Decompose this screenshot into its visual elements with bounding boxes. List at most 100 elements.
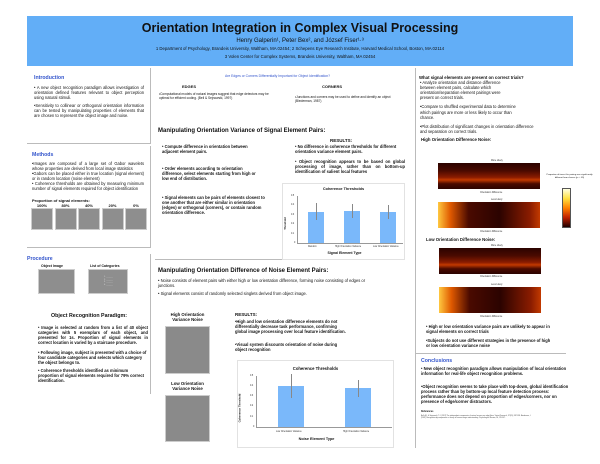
methods-p1: •Images are composed of a large set of G… bbox=[32, 161, 144, 172]
procedure-p1: • Image is selected at random from a lis… bbox=[38, 325, 148, 346]
procedure-p2: • Following image, subject is presented … bbox=[38, 350, 147, 366]
heatmap-label: More Likely bbox=[491, 160, 503, 162]
conclusions-p2: •Object recognition seems to take place … bbox=[421, 384, 569, 405]
variance-section: Manipulating Orientation Variance of Sig… bbox=[155, 118, 405, 260]
heatmap-label: Less Likely bbox=[491, 199, 503, 201]
proportion-80: 80% bbox=[54, 203, 77, 230]
procedure-title: Procedure bbox=[27, 256, 53, 262]
proportion-100: 100% bbox=[31, 203, 53, 230]
noise-r2: •Visual system discounts orientation of … bbox=[235, 342, 338, 353]
introduction-title: Introduction bbox=[34, 75, 65, 81]
edges-text: •Computational models of natural images … bbox=[159, 92, 269, 100]
edges-corners-question: Are Edges or Corners Differentially Impo… bbox=[224, 74, 331, 78]
chart-title: Coherence Thresholds bbox=[322, 187, 365, 191]
noise-results-title: RESULTS: bbox=[235, 312, 258, 317]
low-noise-label: Low Orientation Variance Noise bbox=[171, 381, 204, 392]
affiliation-2: 3 Volen Center for Complex Systems, Bran… bbox=[224, 54, 376, 59]
introduction-p1: • A new object recognition paradigm allo… bbox=[34, 85, 144, 101]
methods-panel: Methods •Images are composed of a large … bbox=[27, 146, 151, 248]
heatmap-low-more-likely bbox=[439, 248, 541, 274]
error-bar bbox=[388, 205, 389, 219]
proportion-20: 20% bbox=[101, 203, 124, 230]
coherence-chart-signal: Coherence Thresholds Threshold 0.5 0.4 0… bbox=[282, 183, 405, 260]
right-r2: •Subjects do not use different strategie… bbox=[426, 338, 551, 349]
object-image-label: Object Image bbox=[41, 264, 63, 268]
stimulus-thumbnail bbox=[101, 207, 124, 230]
conclusions-p1: • New object recognition paradigm allows… bbox=[421, 366, 567, 377]
right-p2: •Compare to shuffled experimental data t… bbox=[420, 104, 516, 120]
noise-section: Manipulating Orientation Difference of N… bbox=[155, 262, 405, 452]
y-axis-label: Threshold bbox=[283, 217, 287, 230]
x-axis-label: Noise Element Type bbox=[298, 437, 335, 441]
right-p3: •Plot distribution of significant change… bbox=[420, 123, 534, 134]
error-bar bbox=[358, 380, 359, 397]
variance-title: Manipulating Orientation Variance of Sig… bbox=[158, 128, 326, 134]
proportion-label: Proportion of signal elements: bbox=[32, 197, 90, 203]
variance-p3: • Signal elements can be pairs of elemen… bbox=[162, 195, 265, 216]
procedure-panel: Procedure Object Image List of Categorie… bbox=[27, 254, 151, 394]
stimulus-thumbnail bbox=[125, 207, 147, 230]
edges-title: EDGES bbox=[182, 84, 197, 89]
conclusions-title: Conclusions bbox=[421, 358, 453, 364]
variance-r2: • Object recognition appears to be based… bbox=[295, 159, 405, 175]
low-noise-title: Low Orientation Difference Noise: bbox=[426, 237, 496, 242]
references-title: References bbox=[421, 411, 434, 413]
poster-title: Orientation Integration in Complex Visua… bbox=[141, 21, 459, 35]
methods-p2: •Gabors can be placed either in true loc… bbox=[32, 171, 144, 182]
methods-p3: • Coherence thresholds are obtained by m… bbox=[32, 181, 144, 192]
coherence-chart-noise: Coherence Thresholds Coherence Threshold… bbox=[237, 360, 394, 448]
variance-results-title: RESULTS: bbox=[330, 138, 353, 143]
high-noise-title: High Orientation Difference Noise: bbox=[421, 136, 492, 142]
variance-p2: • Order elements according to orientatio… bbox=[162, 166, 256, 182]
introduction-p2: •Sensitivity to collinear or orthogonal … bbox=[34, 103, 144, 119]
bar-high-variance bbox=[344, 211, 360, 243]
chart-title: Coherence Thresholds bbox=[292, 366, 339, 371]
x-axis-label: Signal Element Type bbox=[327, 251, 362, 255]
right-p1: • Analyze orientation and distance diffe… bbox=[420, 80, 501, 101]
noise-p2: • Signal elements consist of randomly se… bbox=[158, 291, 307, 296]
noise-title: Manipulating Orientation Difference of N… bbox=[158, 268, 329, 274]
bar-random bbox=[308, 212, 324, 243]
right-question: What signal elements are present on corr… bbox=[419, 75, 524, 80]
y-axis-label: Coherence Threshold bbox=[237, 393, 242, 423]
heatmap-low-less-likely bbox=[439, 287, 541, 313]
proportion-40: 40% bbox=[78, 203, 100, 230]
conclusions-divider bbox=[416, 353, 566, 354]
corners-text: •Junctions and corners may be used to de… bbox=[295, 95, 391, 103]
object-image bbox=[38, 269, 75, 294]
bar-low-variance bbox=[380, 212, 396, 243]
proportion-row: 100% 80% 40% 20% 0% bbox=[31, 203, 150, 230]
plot-area: 0.5 0.4 0.3 0.2 0.1 0 bbox=[250, 374, 392, 428]
high-noise-image bbox=[165, 326, 210, 374]
heatmap-label: More Likely bbox=[491, 245, 503, 247]
right-r1: • High or low orientation variance pairs… bbox=[426, 324, 550, 335]
paradigm-title: Object Recognition Paradigm: bbox=[51, 313, 127, 319]
error-bar bbox=[352, 204, 353, 218]
corners-title: CORNERS bbox=[322, 84, 343, 89]
stimulus-thumbnail bbox=[78, 207, 100, 230]
categories-image: 1. ______ 2. ______ 3. ______ 4. ______ bbox=[88, 269, 128, 294]
poster-header: Orientation Integration in Complex Visua… bbox=[27, 16, 573, 66]
procedure-p3: • Coherence thresholds identified as min… bbox=[38, 368, 145, 384]
right-column: What signal elements are present on corr… bbox=[415, 68, 595, 448]
edges-corners-section: Are Edges or Corners Differentially Impo… bbox=[155, 70, 400, 115]
heatmap-label: Less Likely bbox=[491, 284, 503, 286]
noise-r1: •High and low orientation difference ele… bbox=[235, 319, 346, 335]
proportion-0: 0% bbox=[125, 203, 147, 230]
noise-p1: • Noise consists of element pairs with e… bbox=[158, 278, 366, 289]
heatmap-high-less-likely bbox=[438, 202, 540, 228]
methods-title: Methods bbox=[32, 152, 54, 158]
introduction-panel: Introduction • A new object recognition … bbox=[27, 68, 151, 144]
high-noise-label: High Orientation Variance Noise bbox=[170, 312, 205, 323]
low-noise-image bbox=[165, 395, 210, 442]
stimulus-thumbnail bbox=[31, 207, 53, 230]
authors: Henry Galperin¹, Peter Bex², and József … bbox=[236, 38, 364, 44]
variance-p1: • Compute difference in orientation betw… bbox=[162, 144, 248, 155]
colorbar-label: Proportion of times this pairing was sig… bbox=[546, 174, 593, 179]
error-bar bbox=[316, 203, 317, 220]
colorbar bbox=[562, 188, 571, 228]
stimulus-thumbnail bbox=[54, 207, 77, 230]
affiliation-1: 1 Department of Psychology, Brandeis Uni… bbox=[155, 46, 445, 51]
error-bar bbox=[291, 374, 292, 398]
categories-label: List of Categories bbox=[90, 264, 120, 268]
